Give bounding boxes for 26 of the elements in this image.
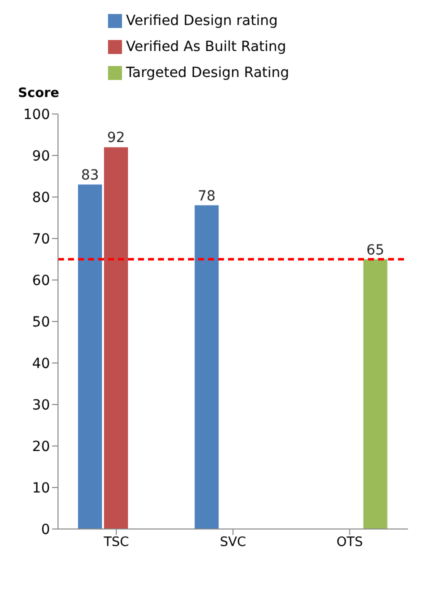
y-tick-label: 60 — [32, 272, 50, 289]
y-tick-label: 0 — [41, 522, 50, 538]
y-tick-label: 40 — [32, 356, 50, 372]
y-tick-label: 20 — [32, 438, 50, 455]
y-axis-title: Score — [17, 86, 60, 103]
x-tick-label: TSC — [102, 535, 129, 550]
legend-label: Verified As Built Rating — [126, 39, 286, 55]
y-tick-label: 80 — [32, 190, 50, 206]
data-label: 92 — [107, 130, 125, 146]
legend-label: Targeted Design Rating — [126, 65, 290, 81]
y-tick-label: 30 — [32, 397, 50, 414]
y-tick-label: 10 — [32, 480, 50, 496]
y-tick-label: 100 — [23, 106, 50, 123]
y-tick-label: 70 — [32, 231, 50, 248]
legend-label: Verified Design rating — [126, 13, 278, 29]
bar — [363, 259, 388, 529]
data-label: 83 — [81, 168, 99, 184]
y-tick-label: 90 — [32, 148, 50, 164]
bar — [194, 205, 219, 529]
bar — [78, 184, 102, 529]
data-label: 65 — [366, 242, 384, 258]
data-label: 78 — [198, 188, 216, 204]
x-tick-label: OTS — [336, 535, 363, 550]
bar — [104, 147, 128, 529]
x-tick-label: SVC — [220, 535, 246, 550]
y-tick-label: 50 — [32, 314, 50, 330]
